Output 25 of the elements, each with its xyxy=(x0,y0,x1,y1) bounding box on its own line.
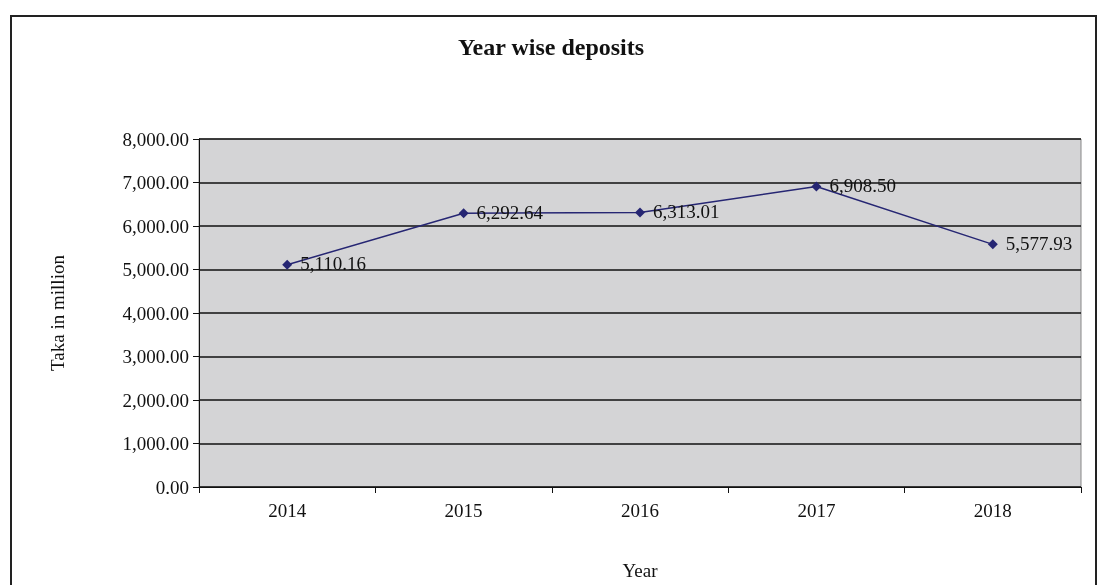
point xyxy=(811,181,822,192)
y-tick-label: 6,000.00 xyxy=(122,215,189,237)
x-axis-title: Year xyxy=(622,560,659,581)
y-axis-title: Taka in million xyxy=(47,254,68,371)
chart-title: Year wise deposits xyxy=(457,34,645,60)
y-tick-label: 8,000.00 xyxy=(122,128,189,150)
data-label: 5,577.93 xyxy=(1005,232,1073,254)
y-tick-label: 7,000.00 xyxy=(122,172,189,193)
y-tick-label: 3,000.00 xyxy=(122,346,189,367)
y-tick-label: 2,000.00 xyxy=(122,389,189,411)
y-tick-label: 5,000.00 xyxy=(122,259,189,280)
point xyxy=(282,259,293,270)
x-tick-label: 2018 xyxy=(973,500,1012,521)
x-tick-label: 2017 xyxy=(797,500,836,521)
x-tick-label: 2014 xyxy=(268,500,307,521)
point xyxy=(458,208,469,219)
x-tick-label: 2015 xyxy=(444,500,483,521)
x-tick-label: 2016 xyxy=(621,500,659,521)
data-label: 6,313.01 xyxy=(653,200,720,222)
y-tick-label: 4,000.00 xyxy=(122,302,189,324)
y-tick-label: 0.00 xyxy=(155,476,189,498)
point xyxy=(635,207,645,218)
y-tick-label: 1,000.00 xyxy=(122,433,189,454)
point xyxy=(987,239,998,250)
data-label: 5,110.16 xyxy=(300,253,366,275)
